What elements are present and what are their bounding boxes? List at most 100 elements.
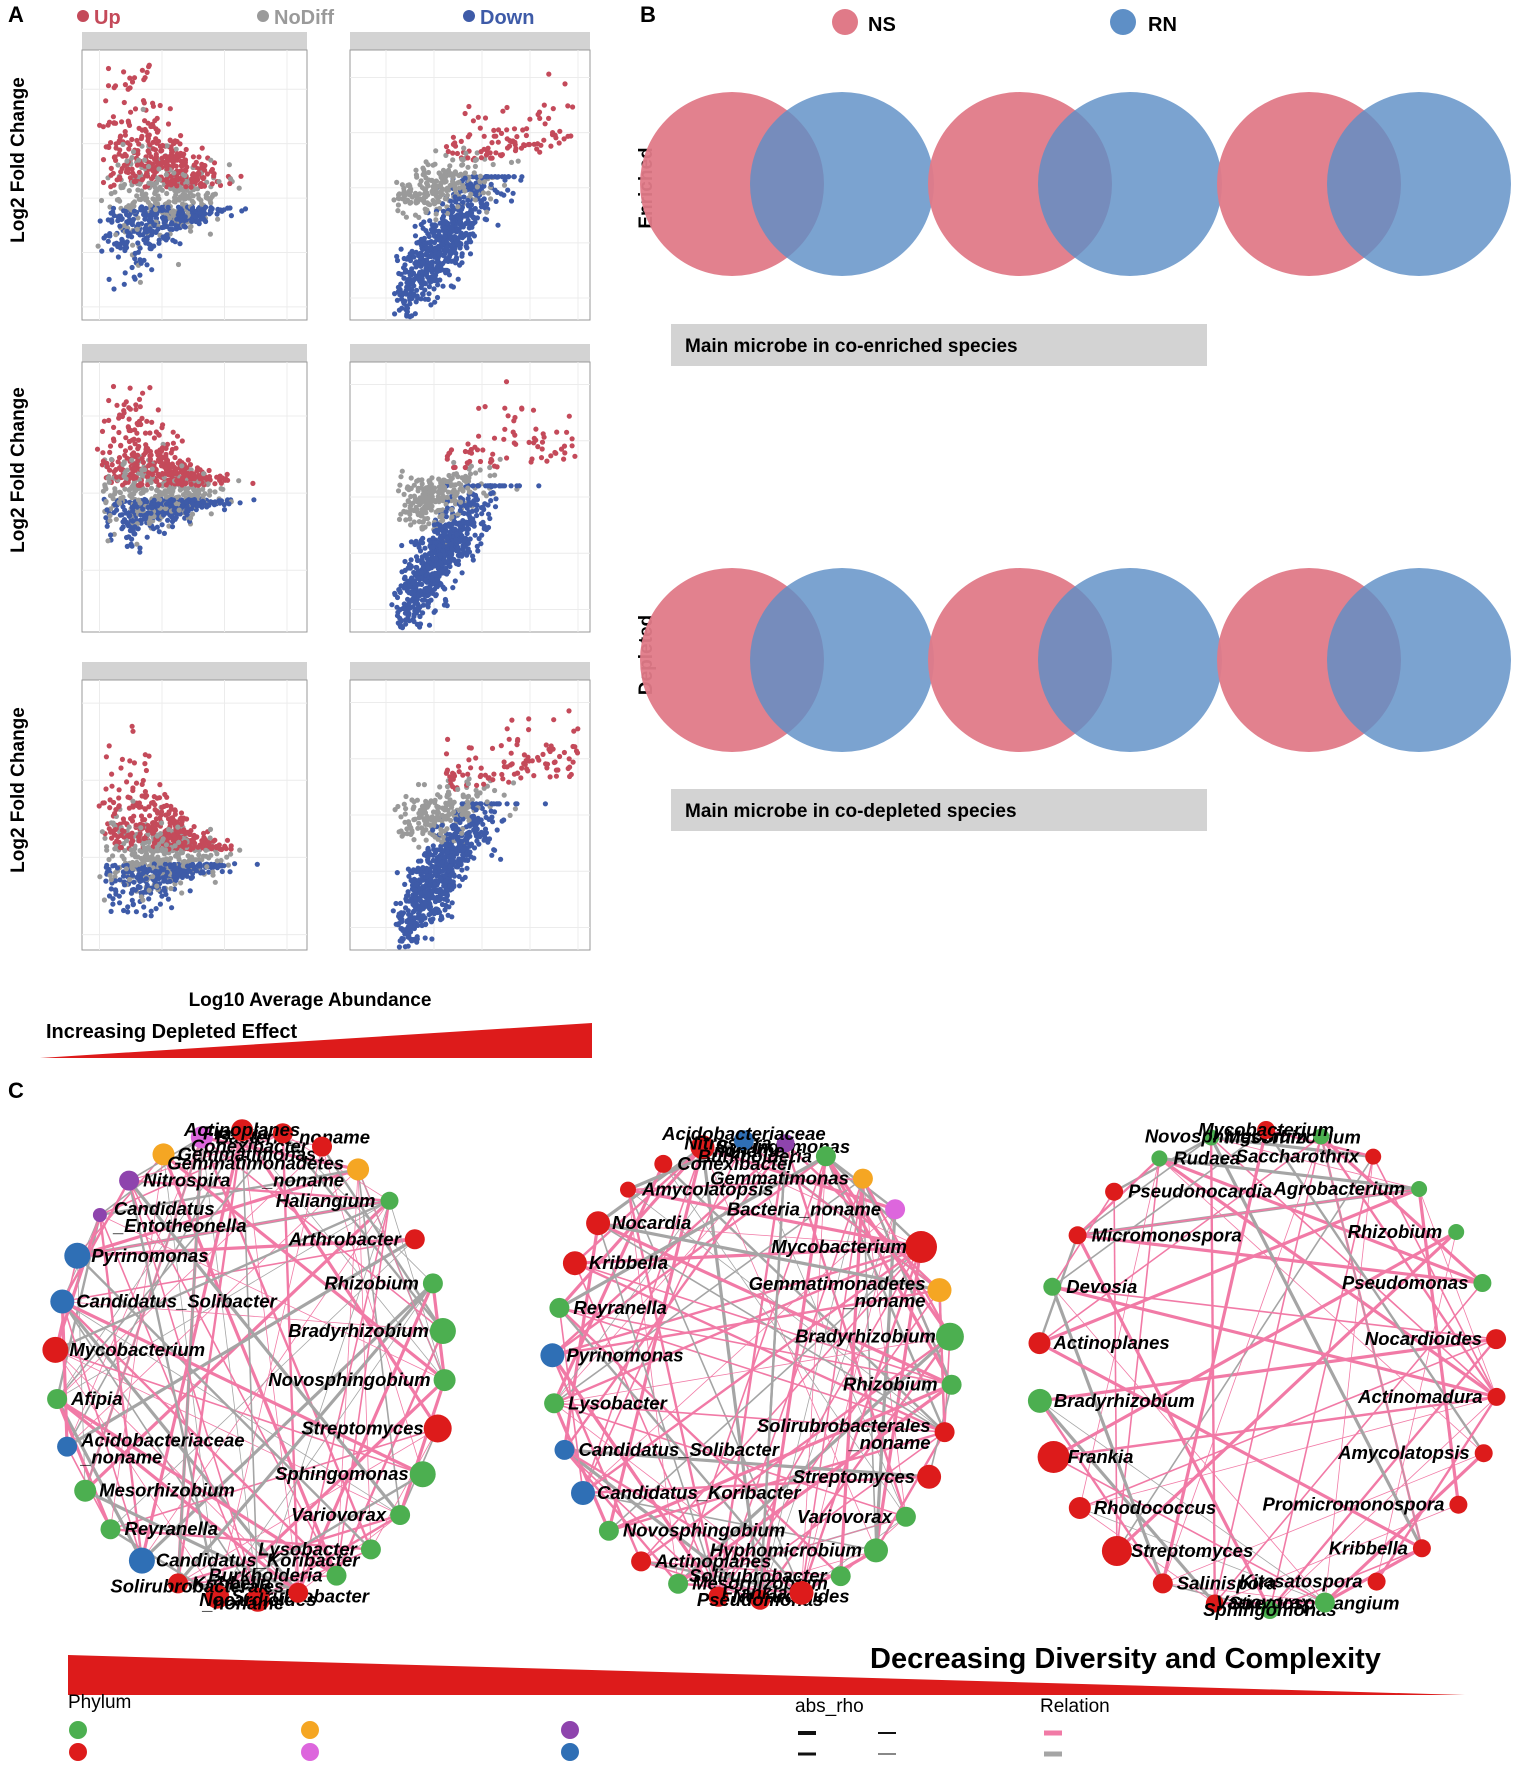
data-point	[132, 276, 138, 282]
data-point	[131, 208, 138, 214]
data-point	[228, 846, 234, 852]
data-point	[463, 150, 469, 156]
data-point	[222, 843, 228, 849]
data-point	[181, 193, 187, 199]
data-point	[442, 172, 448, 178]
data-point	[122, 448, 129, 454]
data-point	[473, 470, 479, 476]
data-point	[476, 405, 482, 411]
data-point	[394, 613, 401, 619]
data-point	[451, 234, 458, 240]
data-point	[406, 601, 412, 607]
data-point	[130, 528, 136, 534]
data-point	[103, 98, 109, 104]
data-point	[122, 452, 128, 458]
data-point	[120, 141, 126, 147]
data-point	[401, 275, 407, 281]
data-point	[453, 250, 459, 256]
data-point	[107, 805, 113, 811]
data-point	[533, 426, 539, 432]
data-point	[125, 140, 131, 146]
data-point	[198, 197, 204, 203]
data-point	[106, 893, 113, 899]
data-point	[444, 494, 450, 500]
data-point	[402, 502, 408, 508]
data-point	[145, 827, 151, 833]
data-point	[572, 453, 578, 459]
data-point	[493, 198, 499, 204]
data-point	[444, 456, 450, 462]
data-point	[450, 585, 456, 591]
data-point	[436, 476, 442, 482]
data-point	[183, 168, 189, 174]
data-point	[206, 492, 213, 498]
data-point	[465, 540, 471, 547]
data-point	[121, 69, 127, 75]
data-point	[128, 109, 134, 115]
data-point	[104, 847, 110, 853]
data-point	[493, 150, 499, 156]
points	[389, 379, 578, 631]
data-point	[189, 206, 196, 212]
data-point	[226, 162, 232, 168]
data-point	[221, 507, 228, 513]
data-point	[146, 180, 152, 186]
data-point	[115, 218, 121, 224]
data-point	[136, 884, 142, 891]
data-point	[181, 467, 188, 473]
data-point	[492, 174, 498, 180]
data-point	[161, 224, 167, 230]
data-point	[447, 563, 453, 570]
data-point	[442, 530, 448, 536]
data-point	[429, 551, 435, 557]
data-point	[159, 846, 165, 852]
data-point	[111, 438, 117, 444]
data-point	[427, 245, 434, 251]
data-point	[466, 103, 472, 110]
data-point	[172, 836, 178, 842]
data-point	[408, 485, 414, 491]
data-point	[408, 295, 414, 301]
data-point	[429, 177, 435, 184]
data-point	[402, 262, 408, 268]
data-point	[470, 553, 476, 559]
data-point	[225, 862, 231, 868]
data-point	[424, 602, 431, 608]
data-point	[113, 891, 119, 897]
data-point	[159, 142, 166, 149]
data-point	[484, 174, 490, 180]
data-point	[511, 418, 517, 424]
data-point	[130, 149, 137, 155]
data-point	[197, 467, 203, 473]
data-point	[546, 115, 552, 121]
data-point	[466, 549, 473, 555]
data-point	[428, 481, 434, 488]
data-point	[214, 858, 220, 864]
data-point	[121, 828, 127, 834]
data-point	[447, 182, 453, 189]
data-point	[472, 532, 478, 538]
data-point	[492, 504, 499, 510]
data-point	[170, 162, 177, 168]
data-point	[174, 478, 180, 484]
data-point	[120, 816, 126, 822]
data-point	[477, 173, 483, 179]
data-point	[154, 175, 161, 181]
data-point	[139, 133, 145, 139]
data-point	[440, 260, 446, 267]
data-point	[129, 155, 135, 161]
data-point	[423, 837, 429, 843]
data-point	[148, 908, 154, 914]
data-point	[237, 847, 243, 853]
data-point	[462, 110, 468, 117]
data-point	[434, 577, 440, 583]
data-point	[125, 909, 131, 915]
data-point	[181, 872, 187, 878]
data-point	[131, 452, 137, 458]
data-point	[424, 182, 430, 188]
data-point	[100, 157, 107, 163]
data-point	[212, 879, 218, 885]
data-point	[129, 543, 135, 549]
data-point	[212, 837, 218, 843]
data-point	[134, 162, 140, 168]
